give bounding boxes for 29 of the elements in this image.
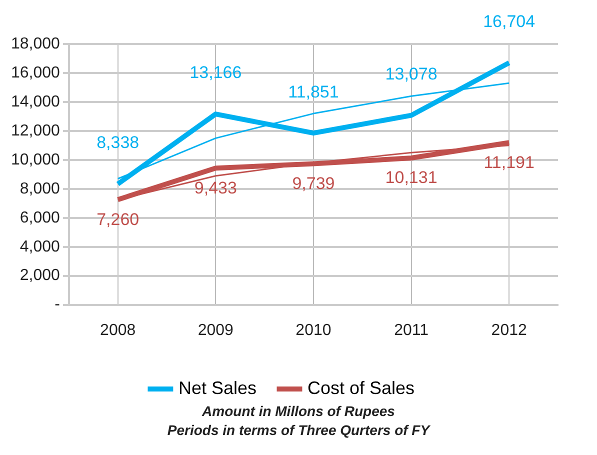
y-tick-label: 8,000 — [20, 180, 60, 198]
x-tick-label: 2008 — [100, 322, 136, 339]
data-label: 10,131 — [385, 168, 438, 188]
y-tick-label: 6,000 — [20, 209, 60, 226]
y-tick-label: 10,000 — [11, 151, 60, 168]
x-tick-label: 2010 — [296, 322, 332, 339]
data-label: 9,739 — [292, 174, 335, 193]
text: Amount in Millons of Rupees — [200, 402, 396, 421]
y-tick-label: - — [54, 296, 60, 314]
y-tick-label: 12,000 — [11, 122, 60, 140]
x-tick-label: 2012 — [491, 322, 527, 339]
y-tick-label: 2,000 — [20, 267, 60, 284]
data-label: 11,851 — [288, 82, 339, 102]
data-label: 13,078 — [385, 64, 438, 84]
legend-label: Cost of Sales — [307, 378, 415, 398]
text: Periods in terms of Three Qurters of FY — [166, 421, 432, 440]
data-label: 9,433 — [194, 178, 237, 198]
data-label: 11,191 — [484, 152, 534, 172]
x-tick-label: 2011 — [394, 322, 429, 339]
data-label: 16,704 — [483, 12, 536, 31]
data-label: 13,166 — [190, 63, 242, 82]
legend-label: Net Sales — [178, 378, 256, 398]
data-label: 7,260 — [96, 210, 140, 229]
y-tick-label: 14,000 — [11, 93, 60, 110]
x-tick-label: 2009 — [198, 322, 234, 339]
y-tick-label: 18,000 — [11, 35, 60, 52]
data-label: 8,338 — [96, 133, 140, 152]
y-tick-label: 4,000 — [20, 238, 60, 256]
y-tick-label: 16,000 — [11, 64, 60, 82]
